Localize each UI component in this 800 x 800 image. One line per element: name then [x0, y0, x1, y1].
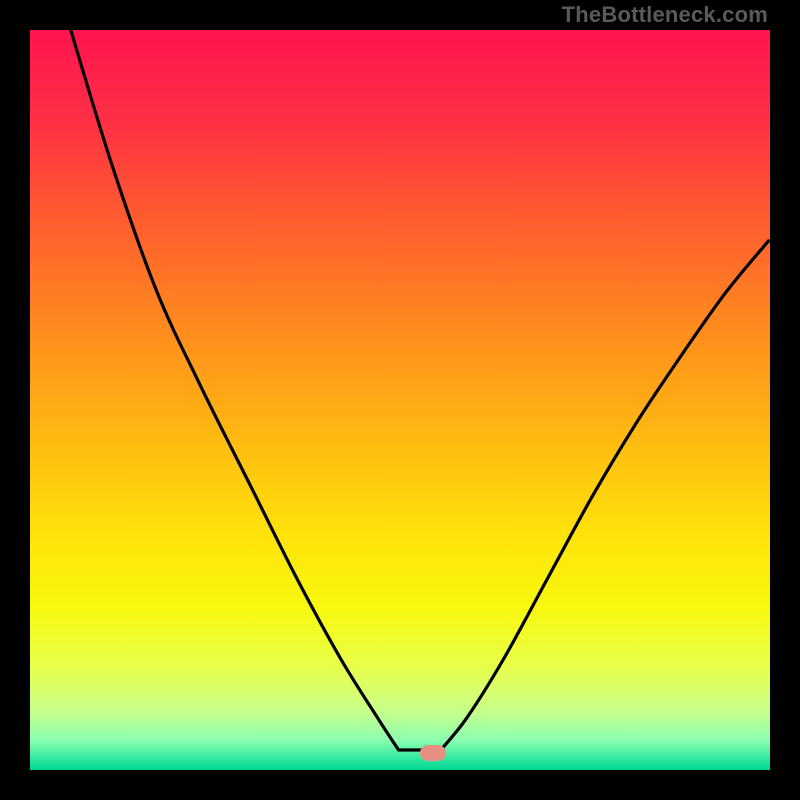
- optimum-marker: [420, 745, 446, 761]
- watermark-text: TheBottleneck.com: [562, 2, 768, 28]
- plot-area: [30, 30, 770, 770]
- bottleneck-curve: [30, 30, 770, 770]
- chart-frame: TheBottleneck.com: [0, 0, 800, 800]
